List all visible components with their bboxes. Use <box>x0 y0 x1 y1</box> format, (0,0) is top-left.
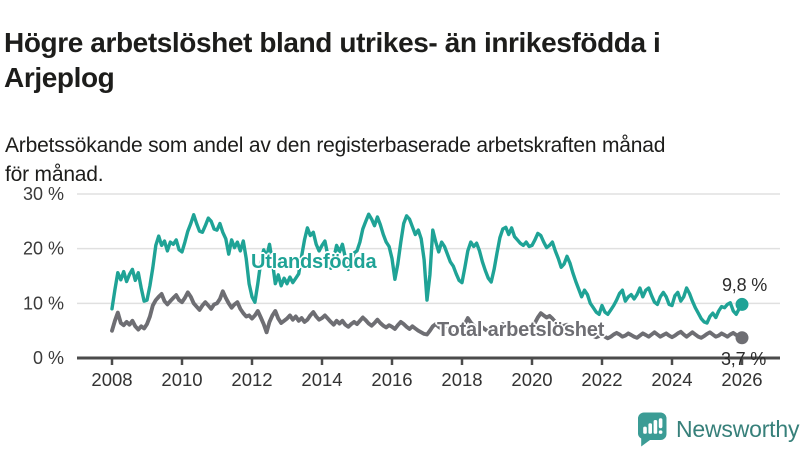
end-value-label-utlandsfodda: 9,8 % <box>722 275 768 295</box>
chart-subtitle-line-1: Arbetssökande som andel av den registerb… <box>5 134 666 157</box>
x-tick-label: 2024 <box>651 369 692 390</box>
page-title: Högre arbetslöshet bland utrikes- än inr… <box>4 25 792 95</box>
newsworthy-wordmark: Newsworthy <box>676 416 800 442</box>
y-tick-label: 10 % <box>23 293 64 313</box>
x-tick-label: 2012 <box>231 369 272 390</box>
chart-subtitle: Arbetssökande som andel av den registerb… <box>5 131 795 189</box>
x-tick-label: 2022 <box>581 369 622 390</box>
y-tick-label: 30 % <box>23 184 64 204</box>
chart-subtitle-line-2: för månad. <box>5 163 104 186</box>
series-label-utlandsfodda: Utlandsfödda <box>251 251 377 273</box>
end-value-label-total: 3,7 % <box>721 349 767 369</box>
utlandsfodda-line <box>110 212 744 325</box>
page-title-line-1: Högre arbetslöshet bland utrikes- än inr… <box>4 26 661 58</box>
x-tick-label: 2018 <box>441 369 482 390</box>
x-tick-label: 2008 <box>91 369 132 390</box>
series-label-total-arbetsloshet: Total arbetslöshet <box>437 319 605 341</box>
newsworthy-chart-bubble-icon <box>638 412 667 447</box>
y-tick-label: 0 % <box>33 348 64 368</box>
x-tick-label: 2016 <box>371 369 412 390</box>
x-tick-label: 2010 <box>161 369 202 390</box>
total-line <box>110 289 744 341</box>
x-tick-label: 2014 <box>301 369 342 390</box>
total-end-dot <box>735 331 749 345</box>
page-title-line-2: Arjeplog <box>4 61 115 93</box>
y-tick-label: 20 % <box>23 239 64 259</box>
x-tick-label: 2020 <box>511 369 552 390</box>
x-tick-label: 2026 <box>721 369 762 390</box>
newsworthy-logo: Newsworthy <box>637 412 799 447</box>
utlandsfodda-end-dot <box>735 297 749 311</box>
